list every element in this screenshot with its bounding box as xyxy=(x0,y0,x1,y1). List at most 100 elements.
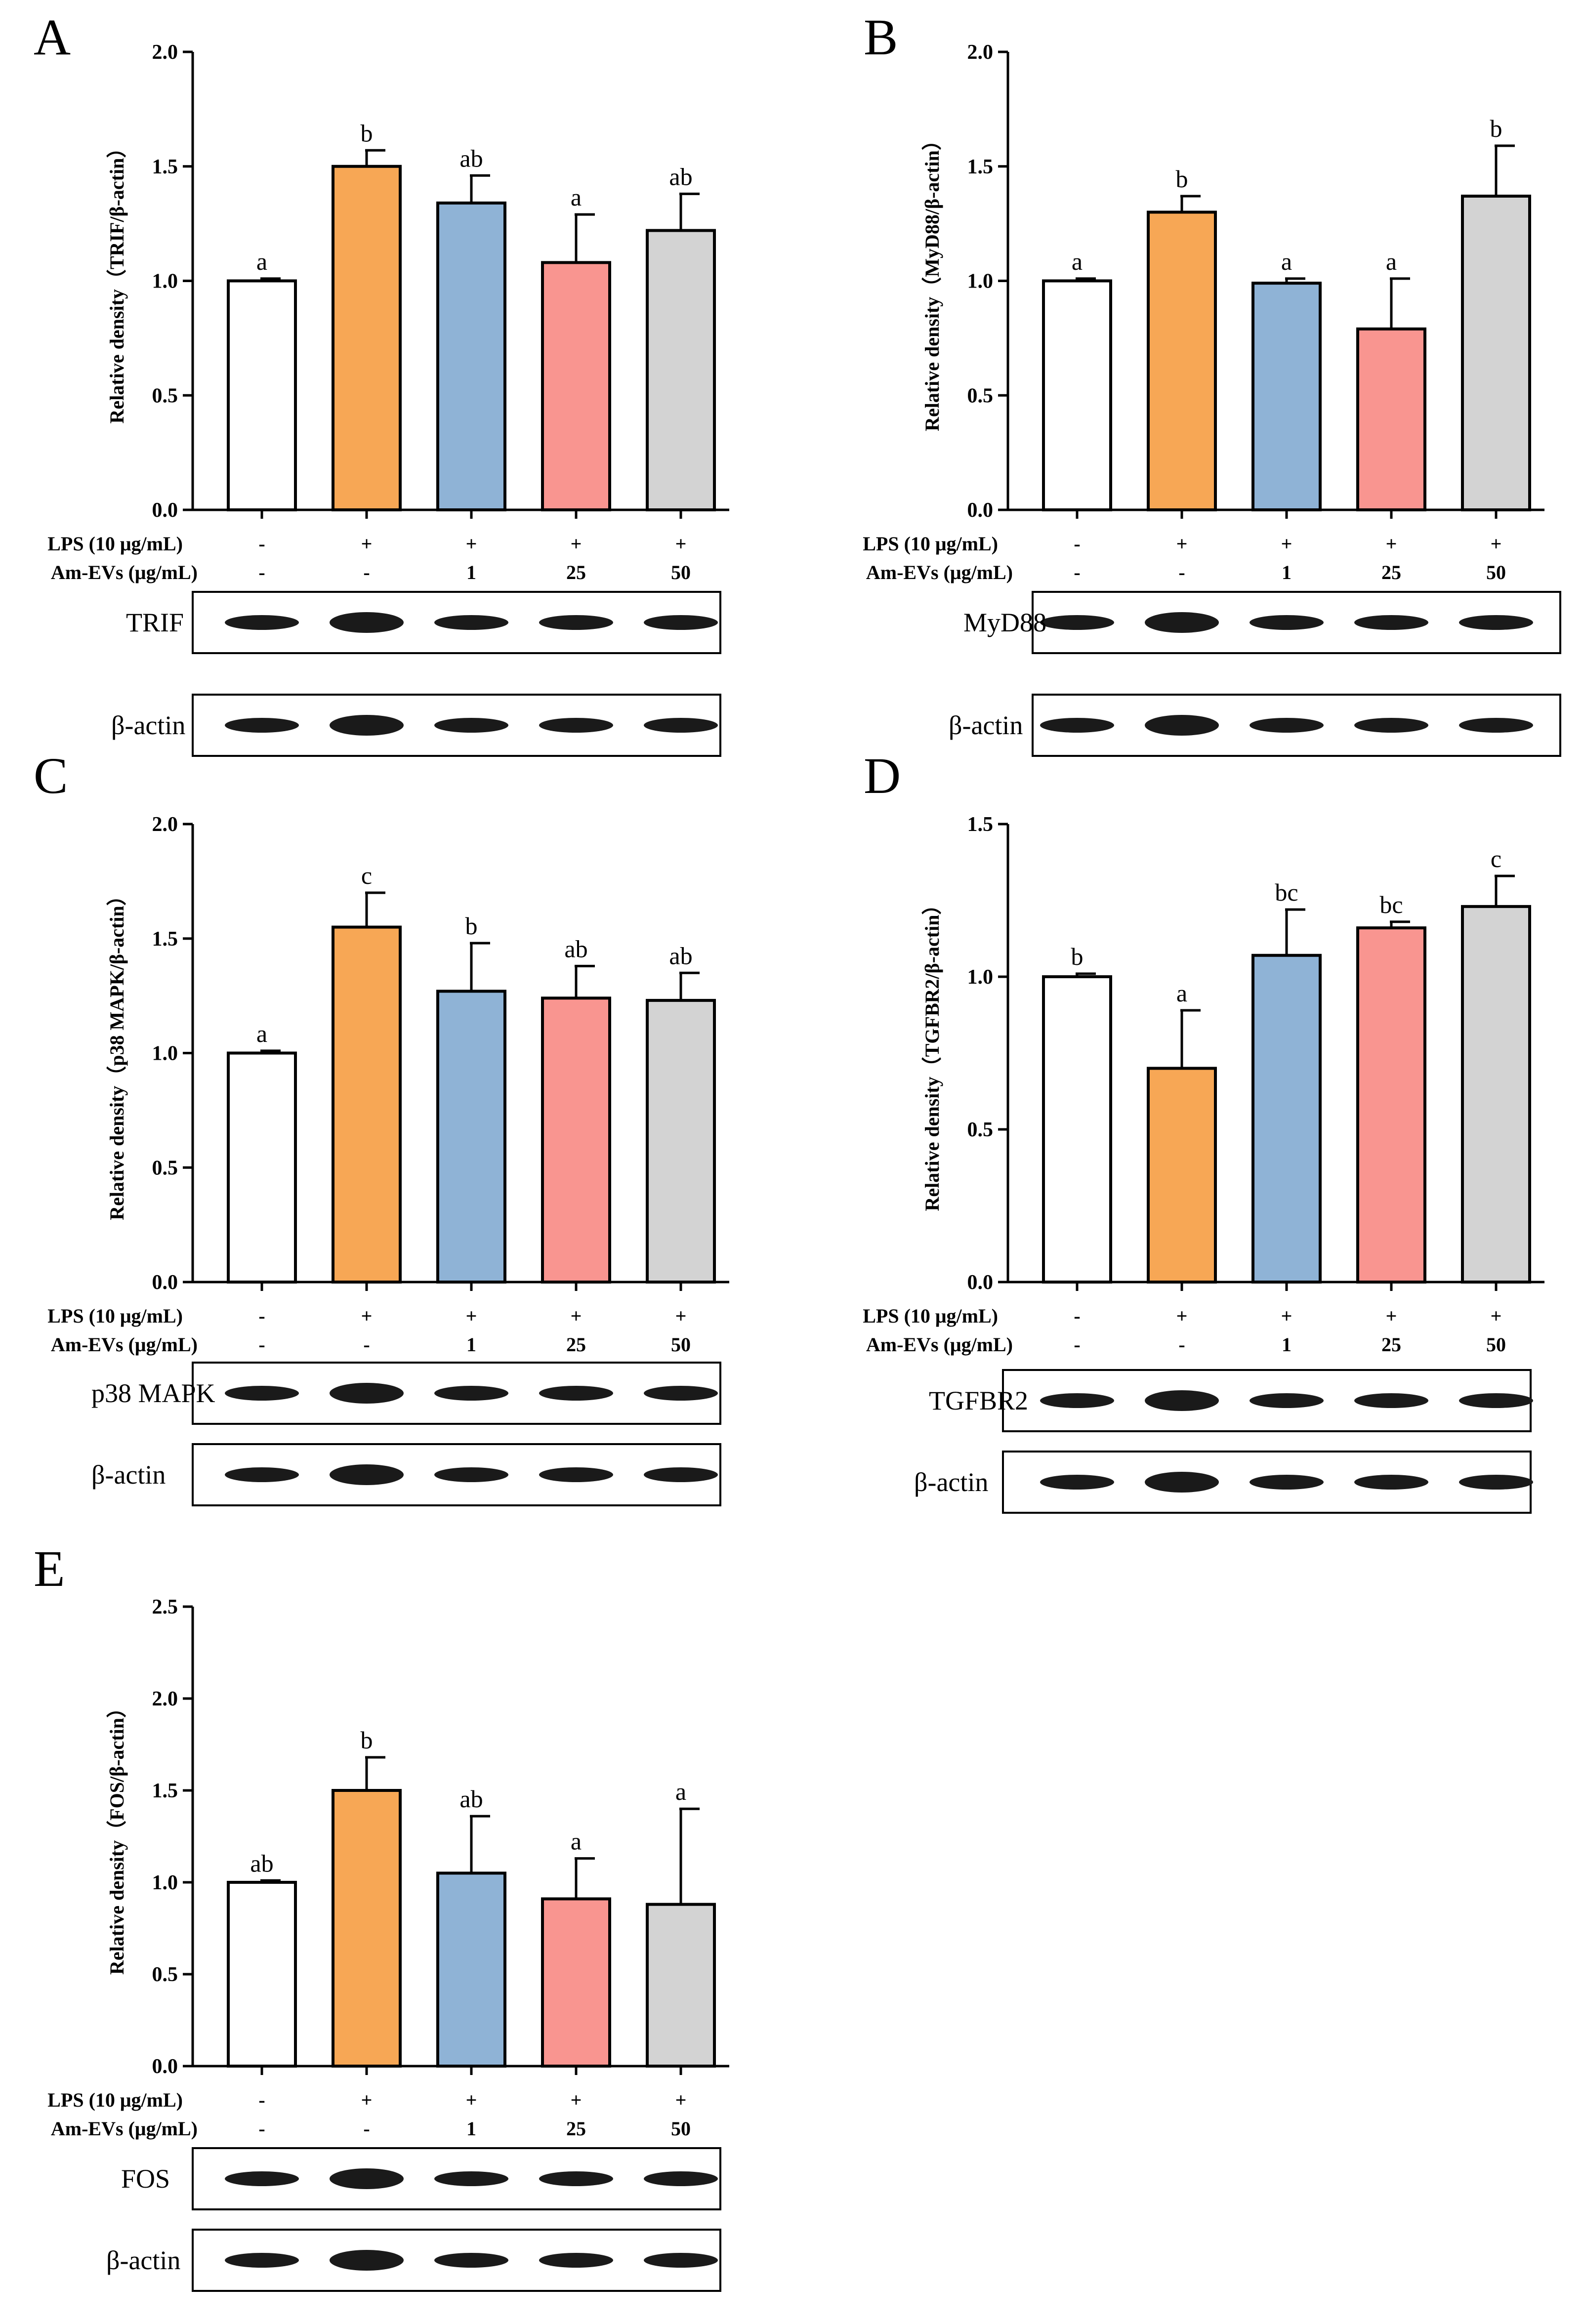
lps-value: + xyxy=(571,533,582,555)
blot-label: FOS xyxy=(121,2164,170,2194)
significance-letter: ab xyxy=(459,1785,483,1813)
panel-e: E 0.0 0.5 1.0 1.5 2.0 2.5 Relative density（FOS/… xyxy=(34,1540,729,2292)
bar xyxy=(227,1881,297,2068)
amevs-value: - xyxy=(363,561,370,583)
blot-band xyxy=(434,615,508,630)
amevs-value: - xyxy=(363,1333,370,1356)
blot-label: β-actin xyxy=(949,710,1023,740)
blot-band xyxy=(1040,1475,1114,1490)
bar xyxy=(646,229,716,511)
blot-band xyxy=(330,2168,404,2189)
blot-band xyxy=(1459,615,1533,630)
significance-letter: a xyxy=(256,1020,267,1047)
lps-value: - xyxy=(1074,1305,1080,1327)
bar xyxy=(436,1871,506,2068)
lps-value: + xyxy=(1176,1305,1188,1327)
lps-value: + xyxy=(1491,533,1502,555)
amevs-value: 50 xyxy=(1486,1333,1506,1356)
lps-value: + xyxy=(1176,533,1188,555)
blot-band xyxy=(225,1467,299,1482)
y-tick-label: 1.5 xyxy=(152,1780,178,1802)
significance-letter: a xyxy=(675,1778,686,1805)
lps-value: + xyxy=(361,1305,373,1327)
significance-letter: a xyxy=(1072,248,1083,275)
bar xyxy=(436,990,506,1284)
blot-band xyxy=(1459,1393,1533,1408)
blot-band xyxy=(225,2171,299,2186)
bar xyxy=(227,1051,297,1284)
blot-band xyxy=(1354,1475,1428,1490)
panel-a: A 0.0 0.5 1.0 1.5 2.0 Relative density（TRIF/β-… xyxy=(34,9,729,757)
blot-band xyxy=(1145,1472,1219,1493)
blot-band xyxy=(644,2253,718,2268)
blot-band xyxy=(330,1464,404,1485)
blot-band xyxy=(330,715,404,736)
amevs-value: 25 xyxy=(1381,561,1401,583)
significance-letter: a xyxy=(1386,248,1397,275)
significance-letter: a xyxy=(1176,979,1187,1007)
bar xyxy=(1461,195,1531,511)
lps-value: + xyxy=(1281,533,1292,555)
significance-letter: c xyxy=(1491,845,1501,872)
y-tick-label: 0.0 xyxy=(967,499,994,522)
blot-label: TRIF xyxy=(126,608,184,637)
amevs-value: 50 xyxy=(1486,561,1506,583)
significance-letter: c xyxy=(361,862,372,889)
blot-band xyxy=(1354,718,1428,733)
y-tick-label: 2.0 xyxy=(152,41,178,64)
blot-band xyxy=(539,1467,613,1482)
panel-letter: A xyxy=(34,9,71,66)
blot-label: TGFBR2 xyxy=(929,1386,1028,1415)
significance-letter: b xyxy=(465,912,478,940)
lps-value: - xyxy=(258,2089,265,2111)
significance-letter: ab xyxy=(459,144,483,172)
significance-letter: a xyxy=(1281,248,1292,275)
blot-band xyxy=(539,718,613,733)
significance-letter: a xyxy=(571,183,582,211)
blot-band xyxy=(644,2171,718,2186)
blot-band xyxy=(1040,1393,1114,1408)
blot-band xyxy=(1145,715,1219,736)
amevs-row-label: Am-EVs (μg/mL) xyxy=(51,1333,198,1356)
bar xyxy=(332,165,402,511)
lps-value: + xyxy=(361,2089,373,2111)
bar xyxy=(1042,975,1112,1284)
blot-band xyxy=(644,718,718,733)
panel-letter: C xyxy=(34,747,68,804)
lps-row-label: LPS (10 μg/mL) xyxy=(47,2089,183,2111)
lps-row-label: LPS (10 μg/mL) xyxy=(863,1305,998,1327)
bar xyxy=(227,279,297,511)
blot-band xyxy=(1459,1475,1533,1490)
blot-band xyxy=(1354,1393,1428,1408)
significance-letter: ab xyxy=(669,942,692,969)
y-axis-label: Relative density（p38 MAPK/β-actin） xyxy=(106,886,128,1220)
amevs-value: 25 xyxy=(566,2117,586,2140)
lps-row-label: LPS (10 μg/mL) xyxy=(47,1305,183,1327)
y-tick-label: 2.0 xyxy=(152,1688,178,1710)
bar xyxy=(1356,926,1426,1284)
amevs-value: - xyxy=(1178,561,1185,583)
significance-letter: bc xyxy=(1379,891,1403,918)
blot-band xyxy=(1145,1390,1219,1411)
blot-band xyxy=(644,615,718,630)
significance-letter: a xyxy=(256,248,267,275)
blot-band xyxy=(434,1386,508,1401)
amevs-value: 50 xyxy=(671,2117,691,2140)
blot-band xyxy=(1040,615,1114,630)
panel-letter: E xyxy=(34,1540,65,1597)
bar xyxy=(1356,327,1426,512)
blot-band xyxy=(1459,718,1533,733)
blot-band xyxy=(539,2253,613,2268)
y-tick-label: 0.0 xyxy=(152,2055,178,2078)
amevs-value: 1 xyxy=(466,561,476,583)
y-tick-label: 1.0 xyxy=(967,270,994,293)
y-tick-label: 1.0 xyxy=(152,1871,178,1894)
blot-label: β-actin xyxy=(106,2245,180,2275)
amevs-row-label: Am-EVs (μg/mL) xyxy=(866,561,1013,583)
blot-label: β-actin xyxy=(914,1467,988,1497)
amevs-value: - xyxy=(1074,561,1080,583)
significance-letter: b xyxy=(361,1726,373,1754)
amevs-value: 1 xyxy=(1282,1333,1292,1356)
y-tick-label: 1.5 xyxy=(967,156,994,178)
